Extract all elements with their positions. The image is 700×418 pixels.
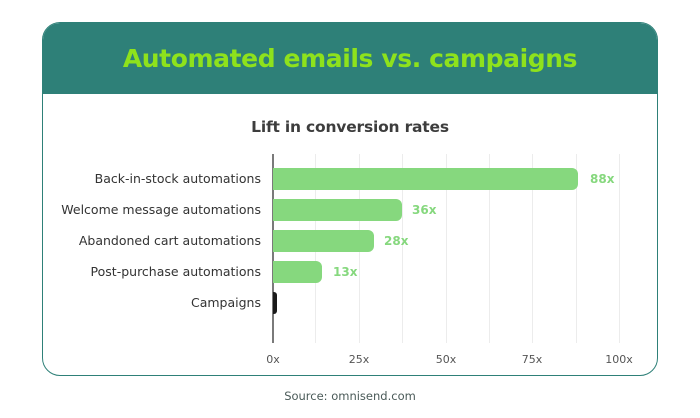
bar-back-in-stock <box>273 168 578 190</box>
bar-chart: Back-in-stock automations 88x Welcome me… <box>43 23 657 375</box>
bar-value: 28x <box>384 234 409 248</box>
bar-value: 13x <box>333 265 358 279</box>
gridline <box>402 154 403 343</box>
row-label: Campaigns <box>190 295 261 310</box>
gridline <box>576 154 577 343</box>
bar-value: 36x <box>412 203 437 217</box>
x-tick: 0x <box>266 353 280 366</box>
row-label: Back-in-stock automations <box>94 171 261 186</box>
bar-campaigns <box>273 292 277 314</box>
row-label: Welcome message automations <box>61 202 261 217</box>
x-tick: 100x <box>605 353 633 366</box>
x-tick: 50x <box>435 353 457 366</box>
gridline <box>489 154 490 343</box>
y-axis-line <box>272 154 274 343</box>
gridline <box>446 154 447 343</box>
source-caption: Source: omnisend.com <box>284 389 416 403</box>
header-banner: Automated emails vs. campaigns <box>43 23 657 94</box>
row-label: Abandoned cart automations <box>78 233 261 248</box>
gridline <box>619 154 620 343</box>
chart-card: Automated emails vs. campaigns Lift in c… <box>42 22 658 376</box>
bar-welcome-message <box>273 199 402 221</box>
chart-title: Lift in conversion rates <box>251 118 449 136</box>
header-title: Automated emails vs. campaigns <box>122 44 578 73</box>
row-label: Post-purchase automations <box>90 264 261 279</box>
gridline <box>532 154 533 343</box>
bar-post-purchase <box>273 261 322 283</box>
x-tick: 75x <box>521 353 543 366</box>
bar-value: 88x <box>590 172 615 186</box>
bar-abandoned-cart <box>273 230 374 252</box>
x-tick: 25x <box>348 353 370 366</box>
